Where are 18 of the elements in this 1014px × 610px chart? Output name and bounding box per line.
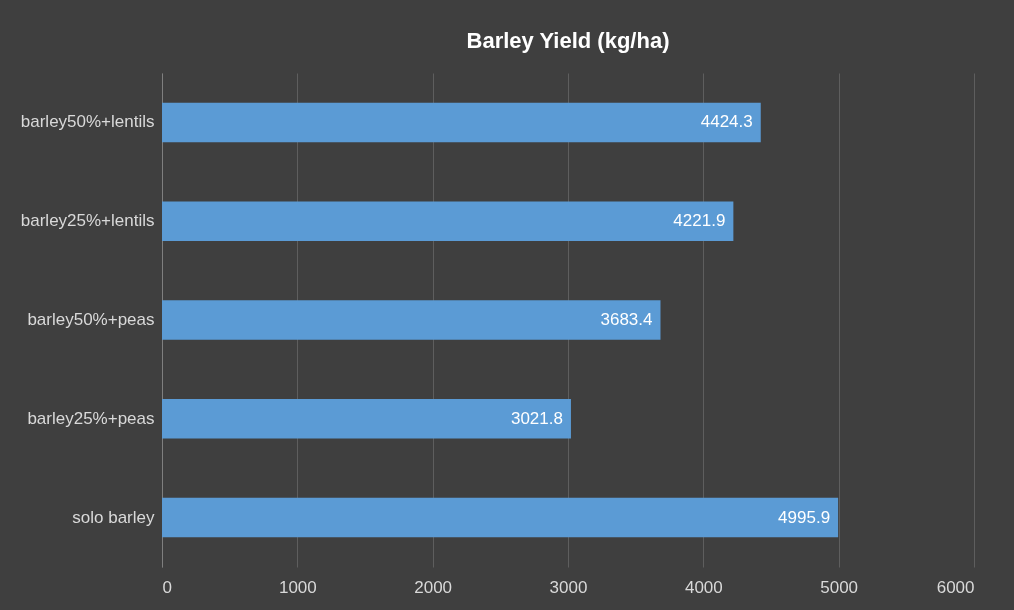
x-tick-label: 5000 xyxy=(820,577,859,597)
x-tick-label: 3000 xyxy=(549,577,588,597)
chart-title: Barley Yield (kg/ha) xyxy=(466,28,670,53)
y-tick-label: barley25%+lentils xyxy=(20,211,155,231)
y-tick-label: barley50%+lentils xyxy=(20,112,155,132)
x-tick-label: 4000 xyxy=(684,577,723,597)
data-label: 4995.9 xyxy=(778,507,831,527)
x-tick-label: 0 xyxy=(162,577,172,597)
data-label: 3021.8 xyxy=(510,408,563,428)
y-tick-label: barley25%+peas xyxy=(27,408,155,428)
y-tick-label: barley50%+peas xyxy=(27,310,155,329)
x-tick-label: 6000 xyxy=(936,577,975,597)
data-label: 4424.3 xyxy=(700,112,753,132)
x-tick-label: 1000 xyxy=(278,577,317,597)
data-label: 3683.4 xyxy=(600,310,653,329)
y-tick-label: solo barley xyxy=(72,507,155,527)
data-label: 4221.9 xyxy=(673,211,726,231)
x-tick-label: 2000 xyxy=(414,577,453,597)
